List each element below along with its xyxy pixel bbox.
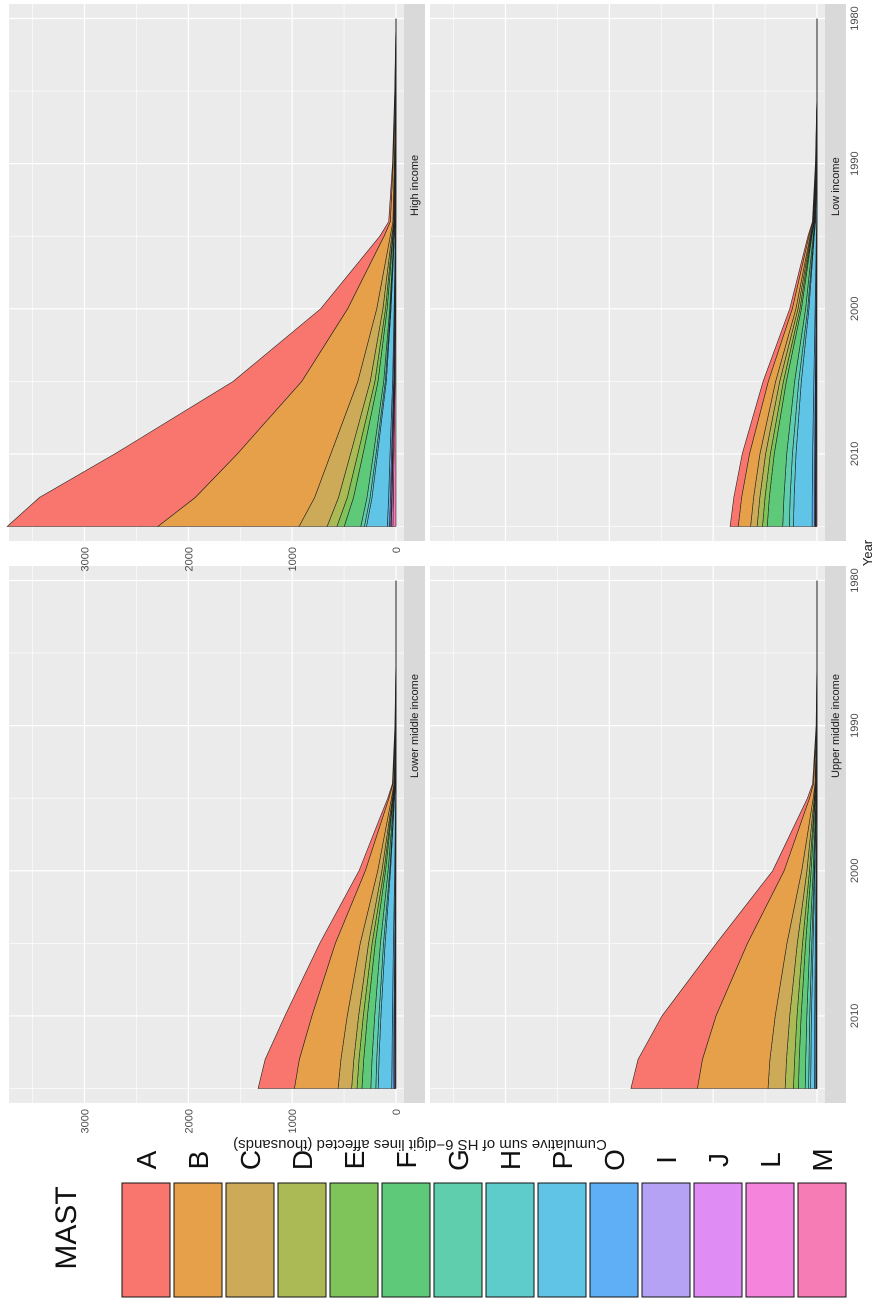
area-lower-middle-income-A (257, 580, 397, 1089)
legend-item-C: C (225, 1150, 275, 1298)
y-axis-title: Cumulative sum of HS 6−digit lines affec… (233, 1136, 607, 1153)
panel-upper-middle-income: Upper middle income (430, 566, 846, 1103)
legend-swatch (121, 1182, 171, 1298)
panel-high-income: High income (6, 4, 425, 541)
legend-swatch (381, 1182, 431, 1298)
legend-swatch (589, 1182, 639, 1298)
legend-swatch (433, 1182, 483, 1298)
legend-label: M (807, 1148, 838, 1171)
legend-label: P (547, 1151, 578, 1170)
legend-swatch (797, 1182, 847, 1298)
legend-label: E (339, 1151, 370, 1170)
panel-low-income: Low income (430, 4, 846, 541)
value-tick-label: 1000 (287, 1109, 299, 1133)
legend-label: H (495, 1150, 526, 1170)
legend-swatch (641, 1182, 691, 1298)
facet-strip (825, 566, 846, 1103)
value-tick-label: 3000 (79, 1109, 91, 1133)
value-tick-label: 2000 (183, 547, 195, 571)
legend-swatch (277, 1182, 327, 1298)
legend-label: I (651, 1156, 682, 1164)
legend-swatch (745, 1182, 795, 1298)
facet-strip (404, 4, 425, 541)
area-low-income-A (729, 18, 818, 527)
legend-item-F: F (381, 1151, 431, 1298)
facet-strip (404, 566, 425, 1103)
legend-label: L (755, 1152, 786, 1168)
value-tick-label: 3000 (79, 547, 91, 571)
year-tick-label: 1980 (849, 6, 861, 30)
legend-label: O (599, 1149, 630, 1171)
legend-item-J: J (693, 1153, 743, 1298)
value-tick-label: 2000 (183, 1109, 195, 1133)
x-axis-title: Year (860, 539, 875, 566)
facet-strip (825, 4, 846, 541)
legend-swatch (329, 1182, 379, 1298)
legend-swatch (537, 1182, 587, 1298)
year-tick-label: 1980 (849, 568, 861, 592)
legend-item-A: A (121, 1150, 171, 1298)
facet-title: Upper middle income (830, 674, 842, 778)
value-tick-label: 0 (391, 547, 403, 553)
area-upper-middle-income-A (630, 580, 818, 1089)
year-tick-label: 1990 (849, 713, 861, 737)
legend-item-G: G (433, 1149, 483, 1298)
year-tick-label: 2000 (849, 859, 861, 883)
legend-swatch (485, 1182, 535, 1298)
legend-item-I: I (641, 1156, 691, 1298)
facet-title: Low income (830, 157, 842, 216)
legend-item-L: L (745, 1152, 795, 1298)
facet-title: Lower middle income (409, 674, 421, 778)
legend-label: G (443, 1149, 474, 1171)
area-high-income-A (6, 18, 397, 527)
legend-item-M: M (797, 1148, 847, 1298)
legend-swatch (693, 1182, 743, 1298)
legend-label: C (235, 1150, 266, 1170)
legend-swatch (173, 1182, 223, 1298)
facet-title: High income (409, 155, 421, 216)
legend-swatch (225, 1182, 275, 1298)
legend-label: B (183, 1151, 214, 1170)
legend-label: J (703, 1153, 734, 1167)
legend-item-P: P (537, 1151, 587, 1298)
value-tick-label: 0 (391, 1109, 403, 1115)
year-tick-label: 2000 (849, 297, 861, 321)
legend-label: D (287, 1150, 318, 1170)
legend-label: F (391, 1151, 422, 1168)
legend-item-D: D (277, 1150, 327, 1298)
value-tick-label: 1000 (287, 547, 299, 571)
panel-lower-middle-income: Lower middle income (9, 566, 425, 1103)
legend-label: A (131, 1150, 162, 1169)
year-tick-label: 2010 (849, 1004, 861, 1028)
legend-item-O: O (589, 1149, 639, 1298)
year-tick-label: 1990 (849, 151, 861, 175)
legend-item-B: B (173, 1151, 223, 1298)
legend-item-H: H (485, 1150, 535, 1298)
year-tick-label: 2010 (849, 442, 861, 466)
legend-item-E: E (329, 1151, 379, 1298)
legend-title: MAST (50, 1186, 83, 1269)
